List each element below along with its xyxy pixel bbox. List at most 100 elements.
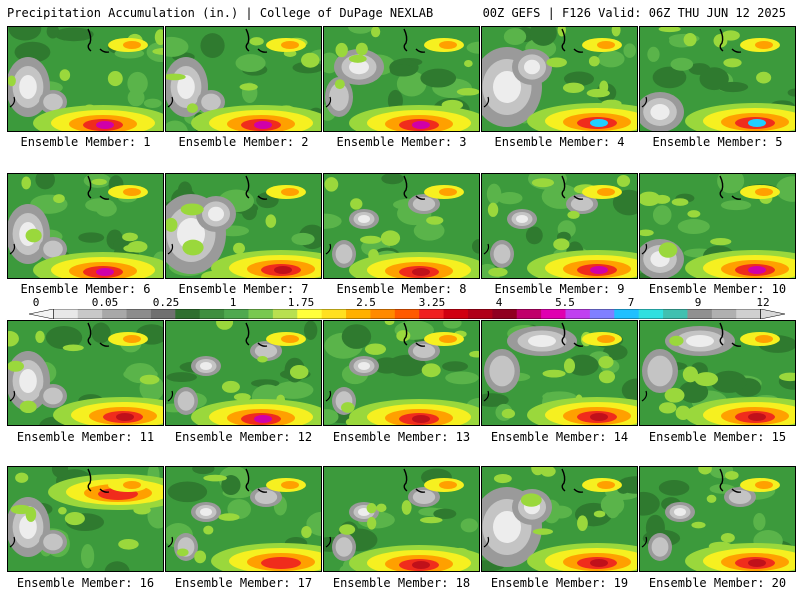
precip-map-svg bbox=[8, 467, 163, 571]
precip-maximum bbox=[748, 413, 766, 421]
coastline bbox=[483, 536, 490, 548]
precip-maximum bbox=[412, 415, 430, 423]
coastline bbox=[325, 390, 332, 402]
precip-contour-lime bbox=[123, 244, 142, 253]
precip-contour-lime bbox=[203, 525, 214, 535]
precip-contour-lime bbox=[367, 516, 377, 530]
ensemble-member-label: Ensemble Member: 13 bbox=[332, 430, 471, 444]
ensemble-member-label: Ensemble Member: 1 bbox=[20, 135, 151, 149]
precip-contour-green bbox=[677, 218, 710, 235]
precip-contour-green bbox=[604, 494, 621, 519]
precip-contour-lime bbox=[669, 335, 684, 346]
precip-contour-lime bbox=[355, 42, 368, 56]
precip-contour-lime bbox=[180, 203, 204, 216]
precip-contour-green bbox=[45, 325, 83, 350]
precip-contour-lime bbox=[384, 321, 395, 326]
coastline bbox=[483, 243, 490, 255]
precip-map-svg bbox=[8, 27, 163, 131]
precip-contour-lime bbox=[616, 175, 631, 187]
colorbar-segment bbox=[443, 309, 469, 319]
precip-contour-lime bbox=[176, 548, 189, 557]
precip-contour-green bbox=[699, 67, 729, 91]
precip-contour-lime bbox=[421, 363, 441, 378]
dry-area bbox=[728, 490, 752, 504]
dry-area bbox=[493, 511, 521, 543]
precip-contour-green bbox=[563, 71, 595, 87]
lake-shoreline bbox=[561, 322, 584, 347]
dry-area bbox=[200, 362, 212, 370]
precip-contour-green bbox=[167, 481, 208, 503]
precip-contour-lime bbox=[658, 402, 677, 414]
lake-shoreline bbox=[87, 175, 110, 200]
precip-contour-lime bbox=[577, 515, 588, 532]
precip-contour-green bbox=[291, 232, 315, 246]
precip-contour-lime bbox=[186, 103, 198, 114]
precip-cell bbox=[439, 41, 457, 49]
precip-map-svg bbox=[324, 321, 479, 425]
precip-map-svg bbox=[482, 174, 637, 278]
precip-contour-lime bbox=[339, 524, 356, 535]
precip-cell bbox=[281, 41, 299, 49]
precip-map-svg bbox=[482, 27, 637, 131]
precip-map-svg bbox=[166, 467, 321, 571]
precip-contour-lime bbox=[340, 402, 355, 413]
ensemble-member-label: Ensemble Member: 9 bbox=[494, 282, 625, 296]
dry-area bbox=[208, 206, 224, 222]
precip-contour-lime bbox=[682, 366, 699, 383]
ensemble-member-map bbox=[639, 320, 796, 426]
precip-contour-green bbox=[460, 518, 479, 533]
lake-shoreline bbox=[719, 468, 742, 493]
precip-contour-lime bbox=[611, 27, 621, 37]
precip-map-svg bbox=[640, 321, 795, 425]
precip-contour-green bbox=[433, 508, 457, 519]
colorbar-segment bbox=[589, 309, 615, 319]
dry-area bbox=[489, 355, 515, 387]
precip-contour-lime bbox=[540, 467, 556, 477]
precip-maximum bbox=[748, 266, 766, 274]
ensemble-member-label: Ensemble Member: 8 bbox=[336, 282, 467, 296]
precip-contour-green bbox=[192, 467, 215, 475]
precip-contour-green bbox=[387, 354, 427, 377]
colorbar-segment bbox=[663, 309, 688, 319]
colorbar-tick-label: 0.05 bbox=[91, 296, 119, 309]
precip-contour-lime bbox=[563, 358, 576, 374]
ensemble-member-map bbox=[7, 466, 164, 572]
precip-contour-lime bbox=[265, 214, 277, 228]
ensemble-member-label: Ensemble Member: 4 bbox=[494, 135, 625, 149]
dry-area bbox=[650, 104, 670, 120]
precip-contour-green bbox=[710, 370, 747, 393]
colorbar-tick-label: 3.25 bbox=[418, 296, 446, 309]
colorbar-tick-label: 4 bbox=[495, 296, 503, 309]
precip-contour-lime bbox=[370, 27, 381, 38]
precip-contour-green bbox=[143, 98, 162, 108]
ensemble-member-label: Ensemble Member: 14 bbox=[490, 430, 629, 444]
ensemble-member-label: Ensemble Member: 7 bbox=[178, 282, 309, 296]
precip-contour-lime bbox=[723, 58, 742, 68]
precip-maximum bbox=[412, 268, 430, 276]
dry-area bbox=[43, 533, 63, 551]
precip-contour-green bbox=[104, 561, 130, 571]
precip-contour-green bbox=[166, 36, 189, 57]
precip-contour-lime bbox=[531, 467, 545, 476]
precip-contour-lime bbox=[542, 369, 566, 378]
precip-contour-green bbox=[525, 226, 543, 245]
precip-contour-lime bbox=[166, 217, 178, 232]
precip-contour-lime bbox=[218, 513, 240, 521]
dry-area bbox=[516, 215, 528, 223]
precip-map-svg bbox=[166, 174, 321, 278]
precip-contour-green bbox=[717, 174, 745, 194]
precip-contour-lime bbox=[194, 550, 207, 564]
dry-area bbox=[43, 93, 63, 111]
ensemble-member-map bbox=[165, 26, 322, 132]
precip-contour-lime bbox=[710, 237, 732, 246]
ensemble-member-map bbox=[323, 26, 480, 132]
dry-area bbox=[335, 244, 353, 264]
precip-contour-lime bbox=[501, 408, 516, 419]
precip-contour-green bbox=[787, 88, 795, 97]
precip-contour-green bbox=[303, 321, 318, 340]
precip-contour-lime bbox=[257, 356, 268, 363]
dry-area bbox=[43, 387, 63, 405]
precip-contour-green bbox=[8, 27, 42, 41]
precip-contour-lime bbox=[152, 48, 163, 55]
precip-contour-lime bbox=[553, 238, 570, 251]
